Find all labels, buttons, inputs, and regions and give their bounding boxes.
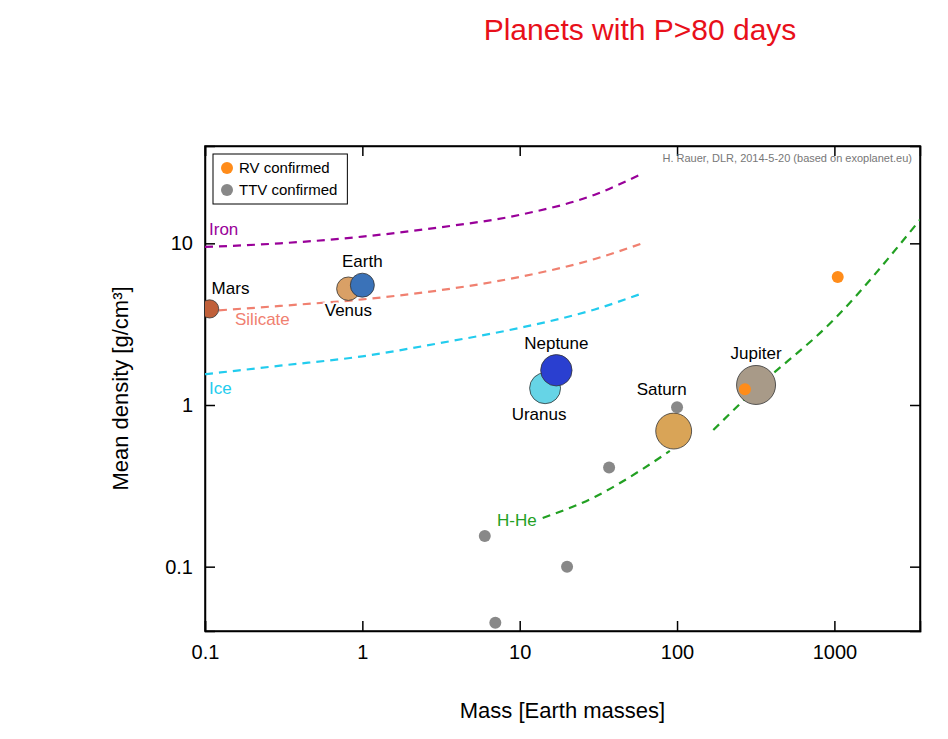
model-curve bbox=[205, 243, 642, 311]
data-point bbox=[489, 617, 501, 629]
data-point bbox=[739, 383, 751, 395]
legend-box bbox=[213, 154, 347, 204]
x-axis-title: Mass [Earth masses] bbox=[460, 698, 665, 723]
planet bbox=[541, 355, 572, 386]
tick: 1000 bbox=[813, 621, 858, 663]
planet-label: Saturn bbox=[637, 380, 687, 399]
tick: 1 bbox=[357, 621, 368, 663]
x-axis: 0.1 1 10 100 1000 bbox=[192, 621, 921, 663]
legend-marker bbox=[221, 184, 233, 196]
tick-mark bbox=[205, 566, 215, 568]
planet-label: Jupiter bbox=[731, 344, 782, 363]
tick: 0.1 bbox=[165, 556, 215, 578]
planet-label: Uranus bbox=[512, 405, 567, 424]
tick: 10 bbox=[509, 621, 531, 663]
planet-label: Earth bbox=[342, 252, 383, 271]
y-axis-right bbox=[910, 147, 921, 632]
tick-label: 1000 bbox=[813, 641, 858, 663]
y-axis: 0.1 1 10 bbox=[165, 147, 215, 632]
legend-label: RV confirmed bbox=[239, 159, 330, 176]
tick bbox=[362, 146, 363, 156]
annotations: Iron Silicate Ice H-He Mars Venus Earth Uranus N… bbox=[209, 220, 782, 530]
tick bbox=[910, 243, 920, 244]
legend-marker bbox=[221, 162, 233, 174]
planet bbox=[737, 365, 776, 404]
tick-mark bbox=[910, 405, 920, 407]
tick-mark bbox=[205, 405, 215, 407]
tick bbox=[910, 567, 920, 568]
tick-mark bbox=[519, 146, 521, 156]
planet-label: Mars bbox=[212, 279, 250, 298]
tick-label: 10 bbox=[171, 232, 193, 254]
planet-label: Venus bbox=[325, 301, 372, 320]
tick-mark bbox=[677, 621, 679, 631]
curve-label: Ice bbox=[209, 379, 232, 398]
data-point bbox=[832, 271, 844, 283]
model-curve bbox=[543, 220, 920, 518]
tick: 100 bbox=[661, 621, 694, 663]
tick-mark bbox=[834, 621, 836, 631]
curve-label: Silicate bbox=[235, 310, 290, 329]
tick-mark bbox=[205, 243, 215, 245]
data-point bbox=[479, 530, 491, 542]
legend-label: TTV confirmed bbox=[239, 181, 337, 198]
plot-frame bbox=[205, 146, 920, 631]
tick-mark bbox=[910, 566, 920, 568]
y-axis-title: Mean density [g/cm³] bbox=[108, 286, 133, 490]
tick-label: 1 bbox=[357, 641, 368, 663]
data-point bbox=[671, 401, 683, 413]
axis-line bbox=[910, 147, 921, 632]
tick-label: 0.1 bbox=[165, 556, 193, 578]
curve-label: Iron bbox=[209, 220, 238, 239]
data-point bbox=[561, 561, 573, 573]
tick-label: 100 bbox=[661, 641, 694, 663]
tick bbox=[910, 405, 920, 406]
planet bbox=[656, 413, 692, 449]
planet bbox=[205, 300, 219, 318]
tick-mark bbox=[910, 243, 920, 245]
tick-mark bbox=[519, 621, 521, 631]
tick-label: 10 bbox=[509, 641, 531, 663]
plot-area bbox=[205, 174, 920, 629]
curve-label: H-He bbox=[497, 511, 537, 530]
tick-label: 0.1 bbox=[192, 641, 220, 663]
planet-label: Neptune bbox=[524, 334, 588, 353]
title: Planets with P>80 days bbox=[484, 13, 797, 46]
model-curve bbox=[205, 293, 642, 374]
tick-label: 1 bbox=[182, 394, 193, 416]
tick bbox=[520, 146, 521, 156]
legend: RV confirmed TTV confirmed bbox=[213, 154, 347, 204]
chart: Planets with P>80 days 0.1 1 10 100 1000 0.1 1 1… bbox=[0, 0, 948, 739]
data-point bbox=[603, 462, 615, 474]
model-curve bbox=[205, 174, 642, 247]
tick-mark bbox=[362, 621, 364, 631]
tick-mark bbox=[362, 146, 364, 156]
planet bbox=[350, 273, 374, 297]
credit: H. Rauer, DLR, 2014-5-20 (based on exopl… bbox=[663, 152, 913, 164]
axis-line bbox=[206, 621, 921, 632]
